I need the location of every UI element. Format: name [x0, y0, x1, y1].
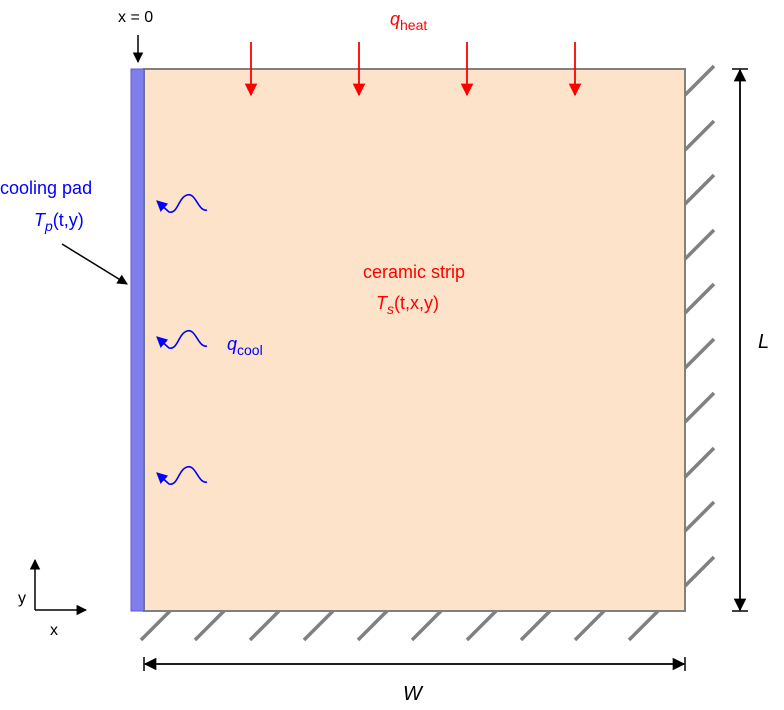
- x-origin-label: x = 0: [118, 9, 153, 26]
- length-label: L: [758, 331, 769, 353]
- axis-y-label: y: [18, 590, 26, 607]
- width-dimension: [143, 657, 686, 671]
- cooling-arrows: [156, 194, 208, 485]
- axis-x-label: x: [50, 622, 58, 639]
- q-cool-label: qcool: [227, 334, 263, 358]
- heat-arrows: [244, 42, 582, 97]
- cooling-pad-temp: Tp(t,y): [34, 210, 84, 234]
- cooling-pad-pointer: [61, 243, 128, 285]
- q-heat-label: qheat: [390, 9, 427, 33]
- bottom-wall-hatch: [139, 609, 660, 642]
- width-label: W: [403, 683, 424, 705]
- cool-wave-arrow: [156, 466, 208, 485]
- right-wall-hatch: [683, 64, 716, 588]
- ceramic-strip-temp: Ts(t,x,y): [376, 293, 439, 317]
- coordinate-axes: [29, 558, 88, 616]
- ceramic-strip: [143, 68, 686, 612]
- cool-wave-arrow: [156, 194, 208, 213]
- length-dimension: [732, 68, 748, 612]
- ceramic-strip-label: ceramic strip: [363, 262, 465, 282]
- cool-wave-arrow: [156, 330, 208, 349]
- cooling-pad-label: cooling pad: [0, 178, 92, 198]
- cooling-pad: [130, 68, 145, 612]
